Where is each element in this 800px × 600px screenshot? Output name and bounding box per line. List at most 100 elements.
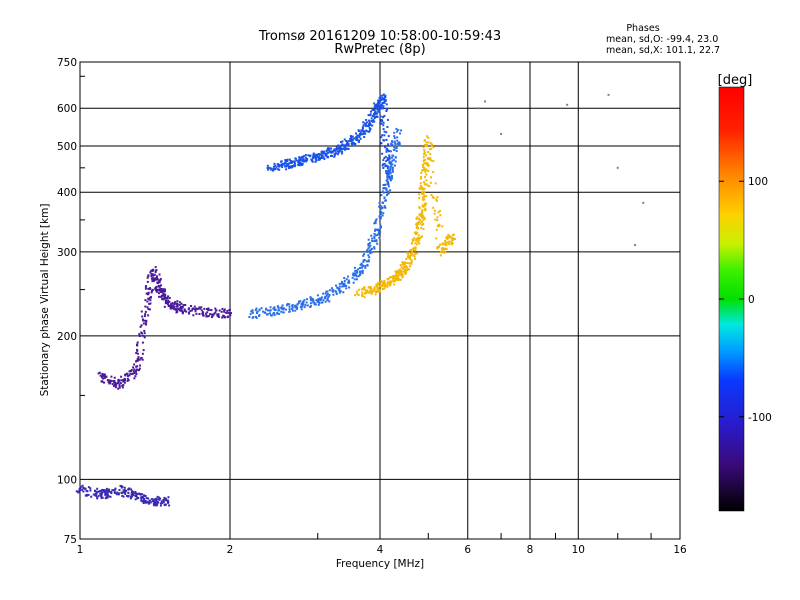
data-point [361,127,364,130]
data-point [200,309,203,312]
data-point [151,500,154,503]
data-point [354,272,357,275]
data-point [144,501,147,504]
data-point [403,268,406,271]
data-point [148,500,151,503]
data-point [317,157,320,160]
data-point [395,127,398,130]
data-point [438,224,441,227]
data-points [75,93,645,507]
data-point [413,255,416,258]
data-point [206,311,209,314]
data-point [391,140,394,143]
data-point [353,273,356,276]
data-point [359,273,362,276]
data-point [385,179,388,182]
y-tick-label: 75 [64,534,77,546]
data-point [355,275,358,278]
data-point [388,150,391,153]
data-point [375,240,378,243]
data-point [312,153,315,156]
data-point [368,291,371,294]
data-point [207,309,210,312]
data-point [101,488,104,491]
data-point [426,157,429,160]
data-point [180,302,183,305]
data-point [258,308,261,311]
data-point [373,105,376,108]
data-point [325,290,328,293]
data-point [444,248,447,251]
data-point [330,147,333,150]
data-point [357,288,360,291]
data-point [389,276,392,279]
data-point [307,154,310,157]
data-point [291,307,294,310]
data-point [158,279,161,282]
data-point [373,247,376,250]
data-point [128,370,131,373]
data-point [347,140,350,143]
data-point [347,281,350,284]
data-point [391,163,394,166]
data-point [99,490,102,493]
data-point [304,156,307,159]
data-point [273,311,276,314]
data-point [190,309,193,312]
data-point [357,129,360,132]
data-point [369,286,372,289]
data-point [287,163,290,166]
data-point [283,161,286,164]
data-point [302,155,305,158]
data-point [121,386,124,389]
data-point [133,368,136,371]
data-point [352,272,355,275]
data-point [195,307,198,310]
data-point [385,131,388,134]
data-point [104,491,107,494]
data-point [390,161,393,164]
data-point [389,165,392,168]
data-point [269,167,272,170]
data-point [156,278,159,281]
data-point [278,168,281,171]
x-tick-label: 10 [572,544,585,556]
data-point [380,142,383,145]
data-point [451,236,454,239]
data-point [317,298,320,301]
data-point [381,201,384,204]
data-point [126,379,129,382]
data-point [115,383,118,386]
data-point [383,156,386,159]
data-point [306,304,309,307]
data-point [342,291,345,294]
data-point [396,276,399,279]
data-point [157,281,160,284]
data-point [100,497,103,500]
data-point [272,165,275,168]
data-point [225,312,228,315]
data-point [379,115,382,118]
data-point [121,384,124,387]
data-point [268,312,271,315]
data-point [375,106,378,109]
data-point [356,271,359,274]
data-point [390,143,393,146]
data-point [435,198,438,201]
data-point [448,243,451,246]
data-point [277,306,280,309]
data-point [213,312,216,315]
data-point [368,256,371,259]
data-point [352,138,355,141]
data-point [326,298,329,301]
data-point [396,139,399,142]
data-point [130,488,133,491]
data-point [382,121,385,124]
data-point [152,277,155,280]
data-point [390,276,393,279]
data-point [361,126,364,129]
data-point [86,490,89,493]
data-point [154,278,157,281]
data-point [193,308,196,311]
data-point [152,503,155,506]
